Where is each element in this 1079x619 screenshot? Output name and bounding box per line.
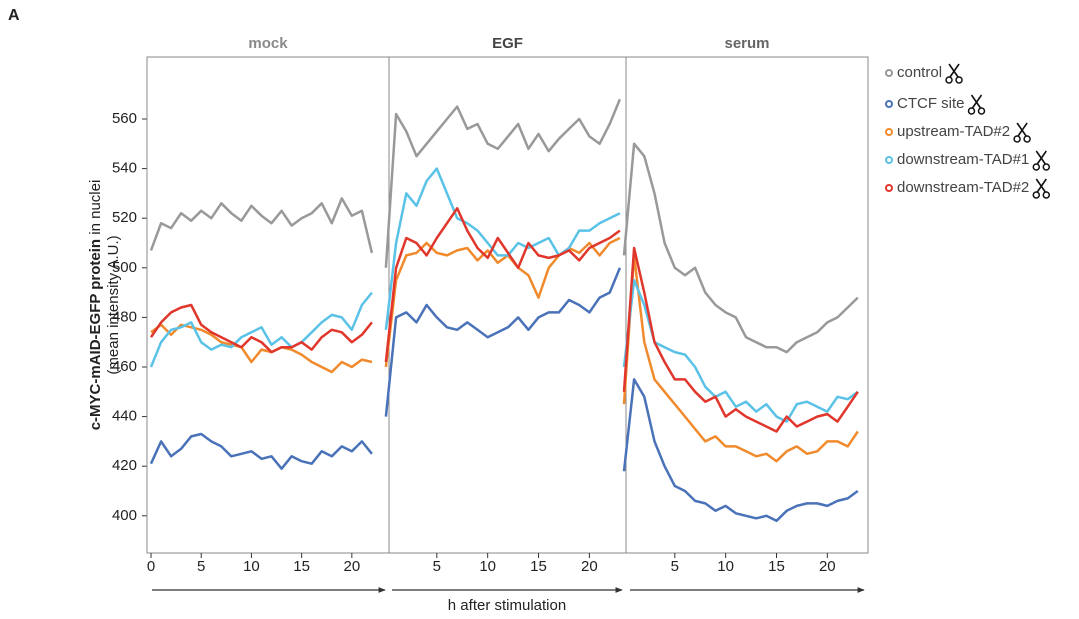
scissors-handle — [955, 76, 963, 84]
legend-marker — [885, 184, 893, 192]
scissors-handle — [1032, 163, 1041, 171]
legend-marker — [885, 69, 893, 77]
y-tick-label: 480 — [112, 308, 137, 325]
scissors-blade — [949, 63, 960, 78]
y-axis-label: c-MYC-mAID-EGFP protein in nuclei — [87, 180, 104, 431]
y-tick-label: 460 — [112, 358, 137, 375]
x-tick-label: 5 — [671, 558, 679, 575]
scissors-handle — [1042, 191, 1051, 199]
x-axis-label: h after stimulation — [448, 597, 566, 614]
y-label-rest: in nuclei — [87, 180, 104, 239]
series-line — [622, 142, 859, 354]
series-line — [149, 197, 374, 254]
scissors-handle — [967, 107, 976, 115]
legend-label: CTCF site — [897, 95, 965, 112]
scissors-blade — [1036, 150, 1047, 165]
panel-frame — [146, 56, 390, 554]
legend-label: downstream-TAD#1 — [897, 151, 1029, 168]
x-tick-label: 0 — [147, 558, 155, 575]
y-tick-label: 520 — [112, 209, 137, 226]
legend-marker — [885, 156, 893, 164]
series-line — [149, 432, 373, 470]
y-axis-unit: (mean intensity A.U.) — [105, 235, 122, 374]
legend-marker — [885, 100, 893, 108]
scissors-handle — [1032, 191, 1041, 199]
series-line — [622, 378, 859, 523]
x-tick-label: 20 — [581, 558, 598, 575]
y-tick-label: 500 — [112, 259, 137, 276]
scissors-handle — [977, 107, 986, 115]
scissors-blade — [1035, 178, 1046, 193]
series-line — [150, 323, 373, 374]
series-line — [384, 167, 621, 330]
scissors-icon — [1013, 122, 1031, 143]
scissors-handle — [1013, 135, 1021, 143]
x-tick-label: 15 — [293, 558, 310, 575]
scissors-handle — [1042, 163, 1051, 171]
scissors-icon — [945, 63, 963, 84]
scissors-blade — [1017, 122, 1028, 137]
scissors-blade — [971, 94, 983, 109]
legend-label: upstream-TAD#2 — [897, 123, 1010, 140]
x-tick-label: 5 — [197, 558, 205, 575]
scissors-icon — [1032, 178, 1051, 199]
scissors-blade — [1016, 122, 1027, 137]
panel-title: mock — [248, 35, 288, 52]
y-tick-label: 400 — [112, 507, 137, 524]
y-tick-label: 560 — [112, 110, 137, 127]
legend-label: downstream-TAD#2 — [897, 179, 1029, 196]
panel-title: serum — [724, 35, 769, 52]
x-tick-label: 15 — [768, 558, 785, 575]
y-tick-label: 440 — [112, 408, 137, 425]
scissors-blade — [948, 63, 959, 78]
series-line — [384, 267, 622, 417]
series-line — [149, 303, 373, 354]
x-tick-label: 5 — [433, 558, 441, 575]
panel-frame — [625, 56, 869, 554]
series-line — [384, 207, 621, 363]
x-tick-label: 20 — [344, 558, 361, 575]
scissors-blade — [1036, 178, 1047, 193]
legend-marker — [885, 128, 893, 136]
scissors-handle — [945, 76, 953, 84]
x-tick-label: 10 — [479, 558, 496, 575]
series-line — [622, 254, 859, 463]
series-line — [384, 98, 622, 268]
x-tick-label: 10 — [717, 558, 734, 575]
legend-label: control — [897, 64, 942, 81]
scissors-handle — [1023, 135, 1031, 143]
panel-frame — [388, 56, 627, 554]
panel-label: A — [8, 7, 20, 24]
scissors-blade — [970, 94, 982, 109]
series-line — [384, 236, 621, 368]
series-line — [622, 278, 859, 423]
y-tick-label: 540 — [112, 160, 137, 177]
panel-title: EGF — [492, 35, 523, 52]
x-tick-label: 10 — [243, 558, 260, 575]
series-line — [149, 291, 373, 368]
x-tick-label: 20 — [819, 558, 836, 575]
scissors-blade — [1035, 150, 1046, 165]
x-tick-label: 15 — [530, 558, 547, 575]
scissors-icon — [967, 94, 986, 115]
y-tick-label: 420 — [112, 457, 137, 474]
scissors-icon — [1032, 150, 1051, 171]
y-label-bold: c-MYC-mAID-EGFP protein — [87, 239, 104, 430]
series-line — [622, 246, 859, 433]
